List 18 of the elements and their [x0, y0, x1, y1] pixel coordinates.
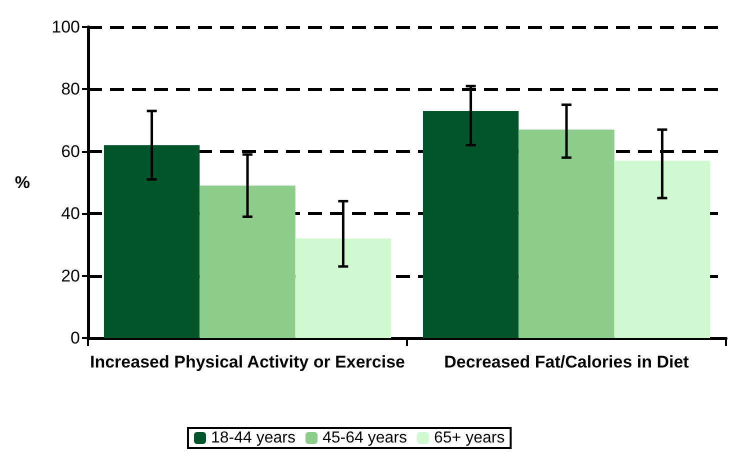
y-axis-title: %	[14, 173, 30, 192]
legend-label: 18-44 years	[211, 430, 296, 446]
legend-label: 65+ years	[434, 430, 505, 446]
y-tick-label: 40	[61, 204, 80, 224]
bar	[518, 130, 614, 338]
bar	[614, 160, 710, 338]
y-tick-label: 100	[52, 18, 80, 36]
bar	[104, 145, 200, 338]
x-tick-label: Decreased Fat/Calories in Diet	[444, 352, 690, 372]
y-tick-label: 20	[61, 266, 80, 286]
x-tick-label: Increased Physical Activity or Exercise	[90, 352, 405, 372]
bar	[200, 186, 296, 338]
bar	[295, 238, 392, 338]
y-tick-label: 0	[70, 328, 80, 348]
legend-label: 45-64 years	[322, 430, 407, 446]
y-tick-label: 60	[61, 142, 80, 161]
bar	[422, 110, 519, 338]
y-tick-label: 80	[61, 80, 80, 99]
